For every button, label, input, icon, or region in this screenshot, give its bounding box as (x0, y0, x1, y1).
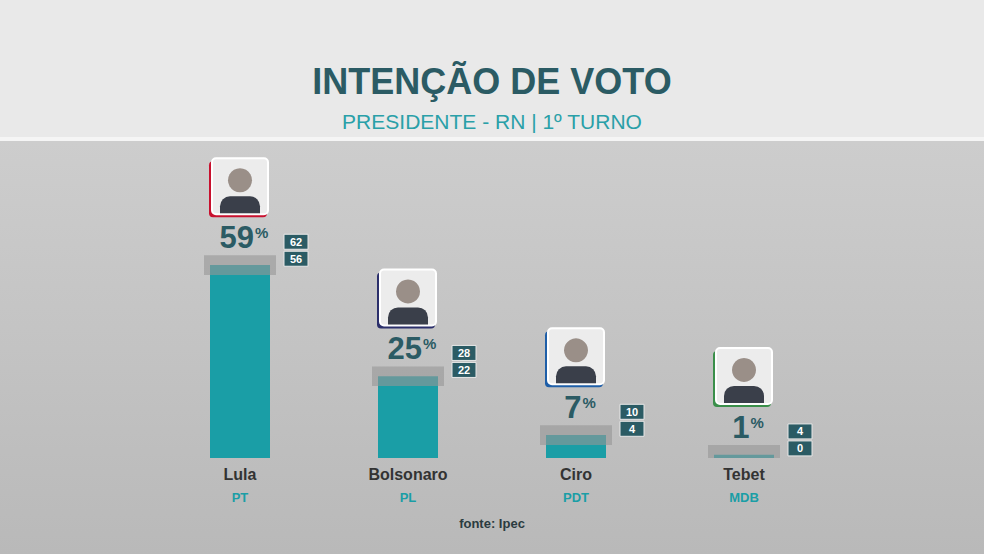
svg-text:Ciro: Ciro (560, 466, 592, 483)
svg-text:10: 10 (626, 406, 638, 418)
svg-text:25: 25 (388, 331, 422, 366)
svg-text:PRESIDENTE - RN | 1º TURNO: PRESIDENTE - RN | 1º TURNO (342, 110, 642, 133)
svg-text:62: 62 (290, 236, 302, 248)
svg-text:Tebet: Tebet (723, 466, 765, 483)
svg-text:1: 1 (732, 410, 749, 445)
svg-text:Lula: Lula (224, 466, 257, 483)
svg-text:Bolsonaro: Bolsonaro (368, 466, 447, 483)
svg-text:59: 59 (220, 220, 254, 255)
svg-text:INTENÇÃO DE VOTO: INTENÇÃO DE VOTO (312, 60, 671, 102)
svg-text:4: 4 (629, 423, 636, 435)
svg-text:%: % (750, 414, 763, 431)
svg-text:fonte: Ipec: fonte: Ipec (459, 516, 525, 531)
svg-text:56: 56 (290, 253, 302, 265)
svg-text:PT: PT (232, 490, 249, 505)
svg-text:28: 28 (458, 347, 470, 359)
svg-text:7: 7 (564, 390, 581, 425)
svg-text:4: 4 (797, 425, 804, 437)
svg-text:PDT: PDT (563, 490, 589, 505)
svg-text:MDB: MDB (729, 490, 759, 505)
svg-text:%: % (582, 394, 595, 411)
svg-text:PL: PL (400, 490, 417, 505)
svg-text:0: 0 (797, 442, 803, 454)
svg-text:%: % (255, 224, 268, 241)
svg-text:22: 22 (458, 364, 470, 376)
svg-text:%: % (423, 335, 436, 352)
